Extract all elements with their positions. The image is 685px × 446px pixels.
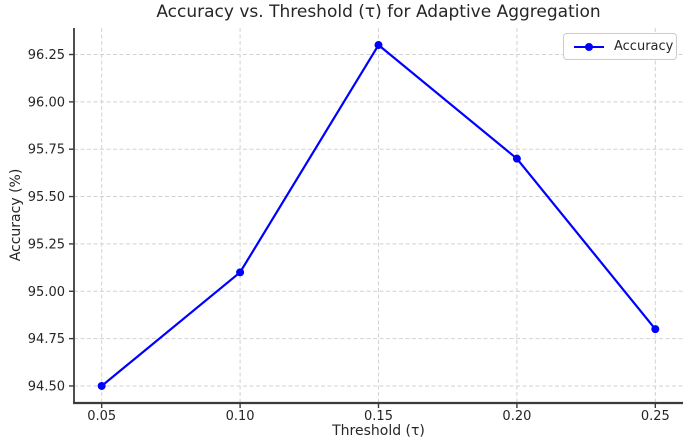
data-point — [651, 325, 660, 334]
x-tick-label: 0.20 — [502, 409, 531, 424]
y-tick-label: 96.00 — [28, 95, 65, 110]
y-tick-label: 96.25 — [28, 48, 65, 63]
y-tick-label: 95.50 — [28, 190, 65, 205]
data-point — [512, 154, 521, 163]
y-tick-label: 95.25 — [28, 237, 65, 252]
x-axis-label: Threshold (τ) — [332, 423, 425, 439]
legend-marker — [585, 42, 593, 51]
data-point — [97, 381, 106, 390]
chart-title: Accuracy vs. Threshold (τ) for Adaptive … — [156, 2, 601, 22]
x-tick-label: 0.05 — [87, 409, 116, 424]
data-point — [236, 268, 245, 277]
data-point — [374, 41, 383, 50]
legend-line-marker-icon — [574, 42, 604, 51]
x-tick-label: 0.10 — [226, 409, 255, 424]
y-tick-label: 95.00 — [28, 285, 65, 300]
y-tick-label: 94.50 — [28, 379, 65, 394]
y-tick-label: 95.75 — [28, 143, 65, 158]
x-tick-label: 0.15 — [364, 409, 393, 424]
legend: Accuracy — [563, 33, 677, 60]
y-tick-label: 94.75 — [28, 332, 65, 347]
legend-label: Accuracy — [614, 39, 674, 54]
x-tick-label: 0.25 — [641, 409, 670, 424]
